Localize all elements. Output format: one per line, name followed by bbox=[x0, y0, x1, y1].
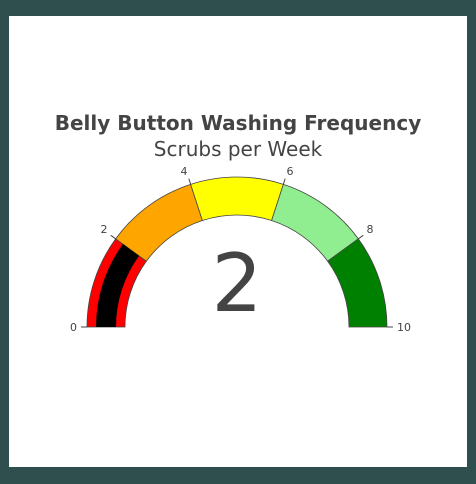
gauge-tick-label-10: 10 bbox=[397, 321, 411, 334]
gauge-tick-label-0: 0 bbox=[70, 321, 77, 334]
gauge-step-2 bbox=[190, 176, 284, 221]
chart-subtitle: Scrubs per Week bbox=[153, 137, 323, 161]
chart-card bbox=[9, 16, 467, 467]
gauge-tick-label-4: 4 bbox=[181, 165, 188, 178]
gauge-tick-label-6: 6 bbox=[286, 165, 293, 178]
chart-title: Belly Button Washing Frequency bbox=[54, 111, 422, 135]
gauge-bar-layer bbox=[96, 244, 140, 327]
gauge-tick-6 bbox=[282, 178, 286, 185]
gauge-tick-2 bbox=[110, 234, 116, 240]
gauge-tick-label-2: 2 bbox=[101, 223, 108, 236]
gauge-tick-4 bbox=[188, 178, 192, 185]
gauge-ticks: 0 2 4 6 8 10 bbox=[70, 165, 411, 334]
gauge-tick-label-8: 8 bbox=[366, 223, 373, 236]
gauge-value: 2 bbox=[212, 237, 263, 330]
gauge-tick-8 bbox=[358, 234, 364, 240]
gauge-value-bar bbox=[96, 244, 140, 327]
